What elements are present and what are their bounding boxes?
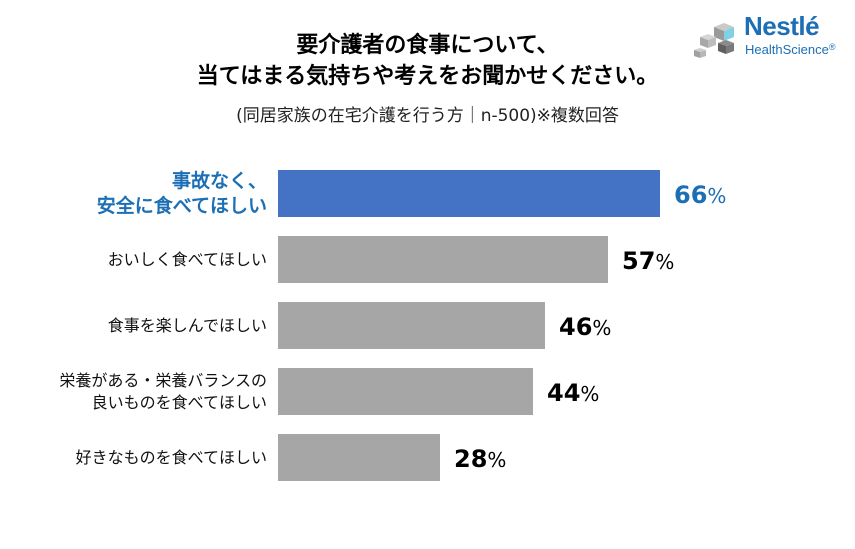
value-label: 66% [674, 181, 727, 209]
bar [278, 434, 440, 481]
category-label: 好きなものを食べてほしい [75, 448, 267, 467]
chart-title-line-1: 要介護者の食事について、 [296, 33, 559, 58]
category-label: 事故なく、 安全に食べてほしい [96, 170, 267, 217]
nestle-health-science-logo: Nestlé HealthScience® [692, 11, 842, 65]
chart-title-line-2: 当てはまる気持ちや考えをお聞かせください。 [196, 64, 659, 89]
bar [278, 302, 545, 349]
category-label: 食事を楽しんでほしい [107, 316, 267, 335]
value-label: 57% [622, 247, 675, 275]
cubes-icon [694, 23, 734, 58]
category-label: おいしく食べてほしい [107, 250, 267, 269]
category-label: 栄養がある・栄養バランスの 良いものを食べてほしい [59, 371, 267, 412]
brand-name: Nestlé [744, 11, 820, 41]
value-label: 44% [547, 379, 600, 407]
bar [278, 170, 660, 217]
value-label: 46% [559, 313, 612, 341]
bar [278, 368, 533, 415]
value-label: 28% [454, 445, 507, 473]
chart-subtitle: (同居家族の在宅介護を行う方｜n-500)※複数回答 [236, 106, 619, 126]
bar [278, 236, 608, 283]
brand-sub: HealthScience® [745, 42, 836, 57]
